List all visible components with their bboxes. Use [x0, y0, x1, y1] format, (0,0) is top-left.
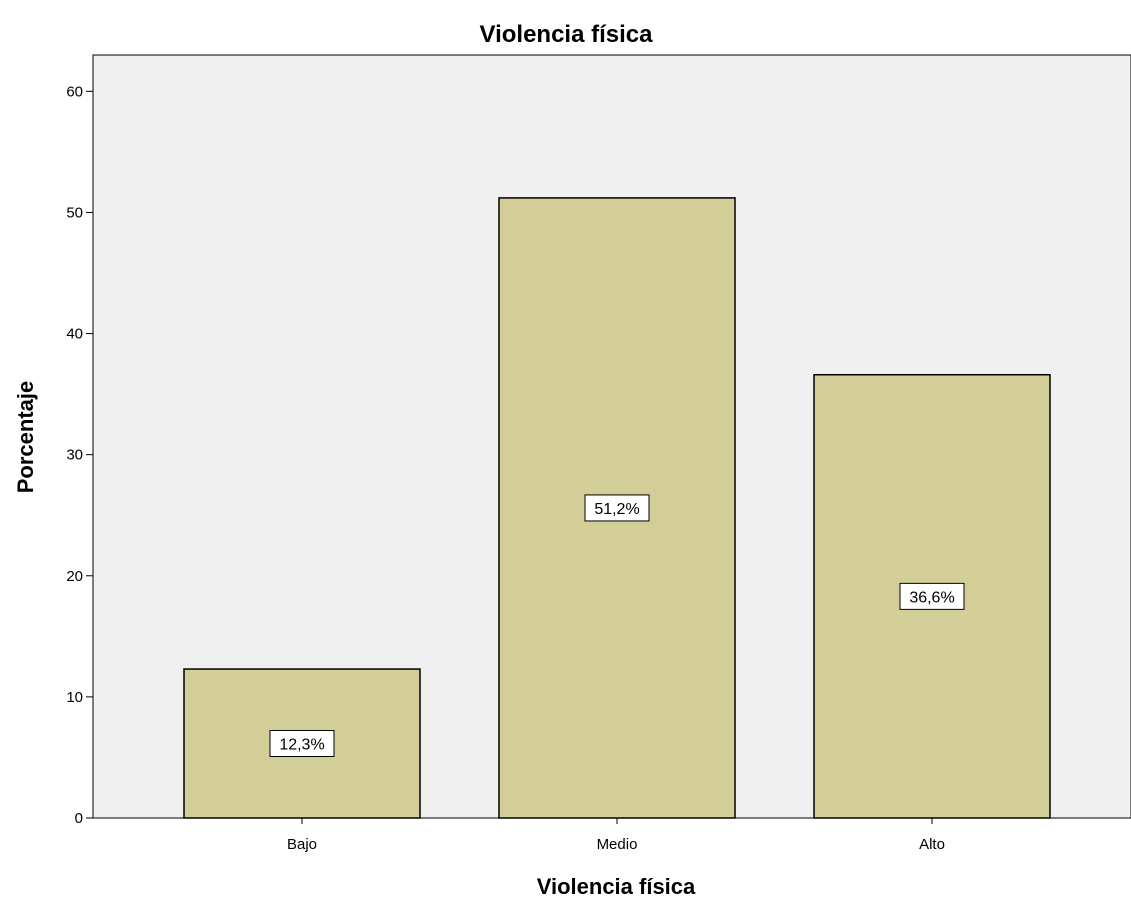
data-label-box [899, 582, 965, 610]
y-tick-label: 20 [66, 568, 83, 585]
x-tick-label: Bajo [287, 836, 317, 853]
x-axis-title: Violencia física [537, 874, 696, 898]
y-tick-label: 40 [66, 326, 83, 343]
chart-title: Violencia física [480, 21, 654, 48]
bars-group: 12,3% 51,2% 36,6% [183, 197, 1051, 819]
y-tick-label: 60 [66, 83, 83, 100]
y-tick-label: 30 [66, 447, 83, 464]
x-axis: Bajo Medio Alto [287, 818, 945, 853]
y-tick-label: 0 [75, 810, 83, 827]
data-label: 36,6% [909, 589, 954, 606]
x-tick-label: Medio [597, 836, 638, 853]
data-label-box [269, 730, 335, 758]
y-tick-label: 10 [66, 689, 83, 706]
y-axis-title: Porcentaje [13, 381, 38, 494]
y-axis: 0 10 20 30 40 50 60 [66, 83, 93, 827]
data-label-box [584, 494, 650, 522]
data-label: 12,3% [279, 737, 324, 754]
x-tick-label: Alto [919, 836, 945, 853]
data-label: 51,2% [594, 501, 639, 518]
y-tick-label: 50 [66, 204, 83, 221]
